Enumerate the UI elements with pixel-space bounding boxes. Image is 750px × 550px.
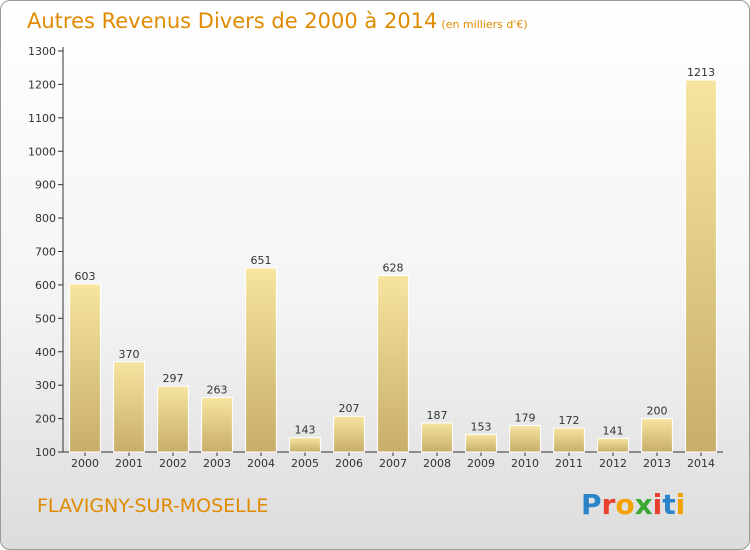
x-tick-label: 2010 — [511, 457, 539, 470]
y-tick-label: 1100 — [28, 112, 56, 125]
bar — [201, 397, 233, 453]
logo-letter: i — [675, 488, 686, 521]
bar-value-label: 153 — [471, 420, 492, 433]
bar-value-label: 651 — [251, 254, 272, 267]
y-tick-label: 600 — [35, 279, 56, 292]
y-tick-label: 1300 — [28, 45, 56, 58]
chart-title: Autres Revenus Divers de 2000 à 2014 (en … — [27, 9, 528, 33]
logo-letter: x — [634, 488, 653, 521]
bar — [69, 283, 101, 453]
bar-value-label: 603 — [75, 270, 96, 283]
y-tick-label: 1200 — [28, 78, 56, 91]
y-tick-label: 500 — [35, 312, 56, 325]
bar — [465, 433, 497, 453]
x-tick-label: 2005 — [291, 457, 319, 470]
bar — [597, 437, 629, 453]
bar — [245, 267, 277, 453]
x-axis: 2000 2001 2002 2003 2004 2005 2006 2007 2008 2009… — [63, 451, 723, 470]
data-labels: 603 370 297 263 651 143 207 628 187 153 179 172 141 2… — [75, 66, 716, 437]
bar — [377, 275, 409, 453]
bar — [289, 437, 321, 453]
x-tick-label: 2009 — [467, 457, 495, 470]
logo-letter: i — [652, 488, 663, 521]
bar-value-label: 141 — [603, 424, 624, 437]
bar-value-label: 200 — [647, 405, 668, 418]
x-tick-label: 2008 — [423, 457, 451, 470]
x-tick-label: 2001 — [115, 457, 143, 470]
y-tick-label: 200 — [35, 413, 56, 426]
y-tick-label: 700 — [35, 246, 56, 259]
bars — [69, 79, 717, 453]
y-tick-label: 800 — [35, 212, 56, 225]
bar — [333, 415, 365, 453]
bar-value-label: 263 — [207, 384, 228, 397]
x-tick-label: 2002 — [159, 457, 187, 470]
y-axis: 100 200 300 400 500 600 700 800 900 1000 1100 1200 1… — [28, 45, 64, 459]
logo-letter: t — [662, 488, 676, 521]
x-tick-label: 2000 — [71, 457, 99, 470]
logo-letter: r — [601, 488, 616, 521]
y-tick-label: 100 — [35, 446, 56, 459]
logo-letter: P — [581, 488, 602, 521]
logo-letter: o — [615, 488, 635, 521]
bar — [685, 79, 717, 453]
bar-value-label: 207 — [339, 402, 360, 415]
x-tick-label: 2012 — [599, 457, 627, 470]
y-tick-label: 400 — [35, 346, 56, 359]
bar — [641, 418, 673, 453]
commune-name: FLAVIGNY-SUR-MOSELLE — [37, 495, 269, 517]
bar-value-label: 187 — [427, 409, 448, 422]
y-tick-label: 300 — [35, 379, 56, 392]
bar-value-label: 628 — [383, 262, 404, 275]
chart-subtitle: (en milliers d'€) — [441, 18, 528, 31]
x-tick-label: 2004 — [247, 457, 275, 470]
bar-value-label: 297 — [163, 372, 184, 385]
bar-value-label: 1213 — [687, 66, 715, 79]
x-tick-label: 2007 — [379, 457, 407, 470]
bar — [509, 425, 541, 453]
x-tick-label: 2014 — [687, 457, 715, 470]
y-tick-label: 1000 — [28, 145, 56, 158]
x-tick-label: 2003 — [203, 457, 231, 470]
y-tick-label: 900 — [35, 179, 56, 192]
bar — [553, 427, 585, 453]
bar-value-label: 172 — [559, 414, 580, 427]
proxiti-logo[interactable]: Proxiti — [581, 488, 685, 521]
x-tick-label: 2011 — [555, 457, 583, 470]
x-tick-label: 2006 — [335, 457, 363, 470]
bar — [421, 422, 453, 453]
chart-title-text: Autres Revenus Divers de 2000 à 2014 — [27, 9, 438, 33]
bar-value-label: 179 — [515, 412, 536, 425]
bar-value-label: 143 — [295, 424, 316, 437]
bar — [113, 361, 145, 453]
bar-value-label: 370 — [119, 348, 140, 361]
x-tick-label: 2013 — [643, 457, 671, 470]
bar — [157, 385, 189, 453]
